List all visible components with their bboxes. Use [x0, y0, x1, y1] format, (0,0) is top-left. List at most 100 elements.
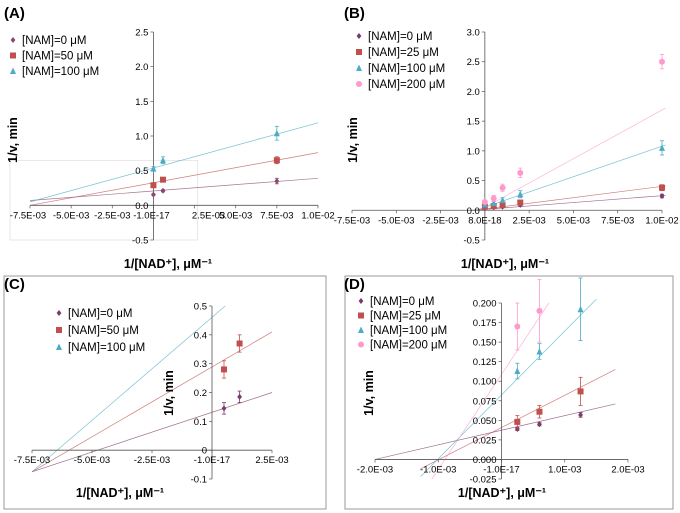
data-point [490, 195, 497, 202]
data-point [659, 184, 665, 191]
fit-line [479, 107, 666, 211]
y-tick-label: 0.3 [194, 359, 207, 370]
data-point [536, 408, 543, 415]
data-point [274, 178, 280, 185]
legend-entry: [NAM]=200 μM [370, 340, 447, 352]
data-point [537, 421, 542, 428]
panel-b: (B) -7.5E-03 -5.0E-03 -2.5E-03 8.0E-18 2.5E-0… [334, 5, 679, 271]
panel-label: (C) [4, 276, 25, 293]
data-point [514, 323, 521, 330]
panel-d-frame [344, 275, 674, 510]
legend-marker [56, 310, 62, 316]
y-tick-label: 0.150 [473, 338, 497, 349]
y-tick-label: 0.075 [473, 396, 497, 407]
x-axis-title: 1/[NAD⁺], μM⁻¹ [461, 257, 549, 271]
x-tick-label: 1.0E-02 [301, 210, 334, 221]
y-tick-label: 0.025 [473, 435, 497, 446]
panel-d: (D) -2.0E-03 -1.0E-03 -1.0E-17 1.0E-03 2.0E-0… [344, 276, 645, 500]
data-point [578, 411, 583, 418]
y-tick-label: 2.5 [135, 28, 148, 39]
fit-line [31, 392, 273, 473]
data-point [273, 157, 280, 164]
y-tick-label: 0.050 [473, 416, 497, 427]
legend-entry: [NAM]=25 μM [368, 47, 439, 59]
legend-entry: [NAM]=0 μM [368, 31, 432, 43]
x-tick-label: -1.0E-17 [194, 455, 230, 466]
fit-line [431, 302, 550, 480]
legend-entry: [NAM]=100 μM [368, 63, 445, 75]
y-tick-label: 0.125 [473, 357, 497, 368]
y-tick-label: 0.5 [194, 302, 207, 313]
data-point [236, 340, 243, 347]
x-tick-label: 7.5E-03 [260, 210, 293, 221]
panel-c: (C) -7.5E-03 -5.0E-03 -2.5E-03 -1.0E-17 2.5E-… [4, 276, 289, 500]
y-tick-label: -0.5 [132, 236, 148, 247]
x-axis-title: 1/[NAD⁺], μM⁻¹ [76, 486, 164, 500]
fit-line [374, 403, 616, 460]
x-tick-label: -2.5E-03 [94, 210, 130, 221]
x-tick-label: -7.5E-03 [334, 215, 370, 226]
x-tick-label: 7.5E-03 [601, 215, 634, 226]
legend-marker [356, 33, 362, 39]
x-tick-label: -5.0E-03 [74, 455, 110, 466]
data-point [499, 184, 506, 191]
panel-c-frame [3, 275, 327, 510]
legend-marker [358, 341, 364, 348]
y-tick-label: 0.2 [194, 388, 207, 399]
y-tick-label: 1.5 [467, 117, 480, 128]
fit-line [31, 305, 226, 473]
y-tick-label: 0.200 [473, 299, 497, 310]
data-point [514, 367, 521, 375]
y-tick-label: 0.5 [135, 166, 148, 177]
data-point [159, 176, 166, 183]
legend-entry: [NAM]=100 μM [22, 66, 99, 78]
grid-box [9, 159, 198, 241]
data-point [536, 347, 543, 355]
x-tick-label: -1.0E-17 [483, 464, 519, 475]
x-tick-label: 2.5E-03 [513, 215, 546, 226]
y-tick-label: 1.0 [135, 132, 148, 143]
y-axis-title: 1/v, min [6, 117, 20, 163]
x-tick-label: -2.5E-03 [134, 455, 170, 466]
x-tick-label: -2.0E-03 [357, 464, 393, 475]
x-tick-label: -5.0E-03 [53, 210, 89, 221]
fit-line [29, 152, 319, 206]
y-tick-label: 2.0 [135, 62, 148, 73]
y-tick-label: -0.5 [463, 236, 479, 247]
y-tick-label: 0.000 [473, 455, 497, 466]
x-tick-label: -1.0E-17 [133, 210, 169, 221]
x-tick-label: 1.0E-03 [548, 464, 581, 475]
data-point [517, 190, 524, 198]
x-tick-label: 8.0E-18 [468, 215, 501, 226]
legend-entry: [NAM]=50 μM [68, 325, 139, 337]
y-tick-label: 1.5 [135, 97, 148, 108]
legend-entry: [NAM]=25 μM [370, 311, 441, 323]
data-point [150, 182, 157, 189]
data-point [577, 388, 584, 395]
data-point [517, 169, 524, 176]
data-point [536, 307, 543, 314]
y-axis-title: 1/v, min [346, 117, 360, 163]
panel-label: (B) [344, 5, 365, 22]
data-point [514, 418, 521, 425]
y-axis-title: 1/v, min [362, 370, 376, 416]
y-tick-label: 1.0 [467, 146, 480, 157]
legend-entry: [NAM]=0 μM [370, 296, 434, 308]
y-tick-label: 0.1 [194, 417, 207, 428]
legend-entry: [NAM]=200 μM [368, 79, 445, 91]
legend-entry: [NAM]=100 μM [370, 325, 447, 337]
y-tick-label: 0.0 [135, 201, 148, 212]
legend-marker [356, 49, 362, 55]
y-tick-label: -0.1 [191, 475, 207, 486]
data-point [659, 58, 665, 65]
x-tick-label: 1.0E-02 [645, 215, 678, 226]
y-tick-label: 0 [202, 446, 207, 457]
legend-marker [10, 52, 16, 59]
y-axis-title: 1/v, min [162, 370, 176, 416]
x-tick-label: 2.0E-03 [611, 464, 644, 475]
data-point [577, 305, 584, 313]
x-tick-label: 2.5E-03 [192, 210, 225, 221]
y-tick-label: 0.5 [467, 176, 480, 187]
legend-marker [358, 312, 364, 319]
legend-marker [56, 343, 62, 350]
